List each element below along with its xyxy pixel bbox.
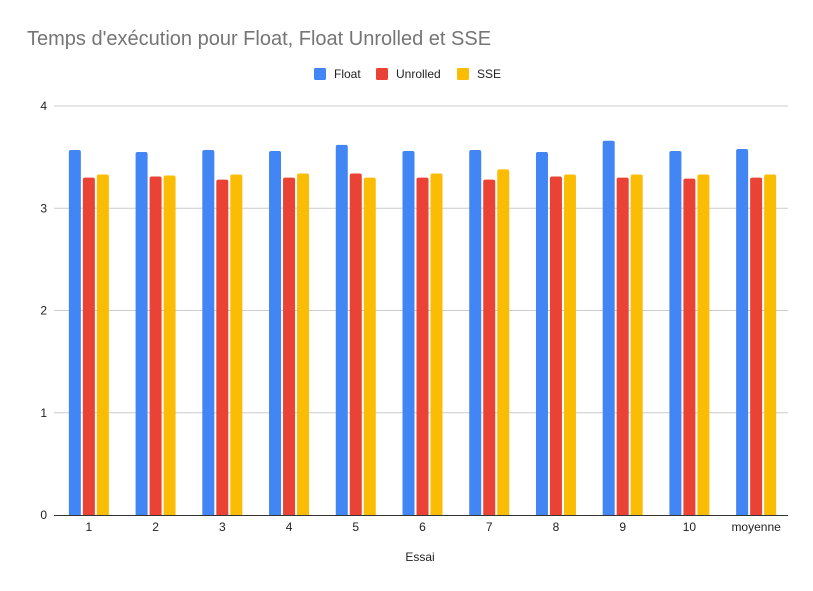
bar-unrolled-10 [683, 178, 696, 515]
bar-sse-4 [297, 173, 310, 516]
x-tick-label: 4 [286, 520, 293, 534]
bar-float-9 [602, 140, 615, 515]
x-axis-ticks: 1 2 3 4 5 6 7 8 9 10 moyenne [86, 520, 782, 534]
bar-unrolled-3 [216, 179, 229, 515]
bar-sse-10 [697, 174, 710, 515]
legend: Float Unrolled SSE [314, 67, 501, 81]
bar-sse-1 [96, 174, 109, 515]
bar-unrolled-9 [616, 177, 629, 515]
legend-swatch-unrolled [376, 68, 388, 80]
chart-title: Temps d'exécution pour Float, Float Unro… [27, 28, 491, 50]
bar-sse-3 [230, 174, 243, 515]
legend-swatch-sse [457, 68, 469, 80]
x-tick-label: 9 [619, 520, 626, 534]
bar-sse-9 [630, 174, 643, 515]
bar-float-moyenne [736, 148, 749, 515]
bar-sse-7 [497, 169, 510, 515]
x-tick-label: 5 [352, 520, 359, 534]
bar-float-2 [135, 152, 148, 515]
bar-unrolled-7 [483, 179, 496, 515]
y-tick-label: 0 [40, 508, 47, 522]
x-tick-label: 8 [553, 520, 560, 534]
x-tick-label: 6 [419, 520, 426, 534]
y-axis-ticks: 0 1 2 3 4 [40, 99, 47, 522]
bar-sse-6 [430, 173, 443, 516]
bar-float-4 [269, 150, 282, 516]
y-tick-label: 1 [40, 406, 47, 420]
bar-float-1 [68, 149, 81, 515]
legend-label-unrolled: Unrolled [396, 67, 441, 81]
bar-float-6 [402, 150, 415, 516]
x-tick-label: 10 [683, 520, 697, 534]
legend-label-float: Float [334, 67, 361, 81]
bar-sse-8 [563, 174, 576, 515]
bar-unrolled-6 [416, 177, 429, 515]
bar-float-7 [469, 149, 482, 515]
x-tick-label: 3 [219, 520, 226, 534]
bar-sse-moyenne [764, 174, 777, 515]
x-tick-label: moyenne [731, 520, 781, 534]
bar-float-8 [535, 152, 548, 515]
x-axis-label: Essai [405, 550, 434, 564]
x-tick-label: 1 [86, 520, 93, 534]
y-tick-label: 4 [40, 99, 47, 113]
bars [68, 140, 777, 516]
bar-unrolled-2 [149, 176, 162, 516]
bar-sse-2 [163, 175, 176, 515]
x-tick-label: 7 [486, 520, 493, 534]
legend-swatch-float [314, 68, 326, 80]
bar-unrolled-4 [283, 177, 296, 515]
bar-unrolled-moyenne [750, 177, 763, 515]
bar-sse-5 [363, 177, 376, 515]
bar-float-3 [202, 149, 215, 515]
x-tick-label: 2 [152, 520, 159, 534]
legend-label-sse: SSE [477, 67, 501, 81]
bar-float-5 [335, 144, 348, 516]
y-tick-label: 3 [40, 201, 47, 215]
bar-unrolled-5 [349, 173, 362, 516]
y-tick-label: 2 [40, 304, 47, 318]
bar-float-10 [669, 150, 682, 516]
bar-unrolled-1 [82, 177, 95, 515]
bar-unrolled-8 [549, 176, 562, 516]
